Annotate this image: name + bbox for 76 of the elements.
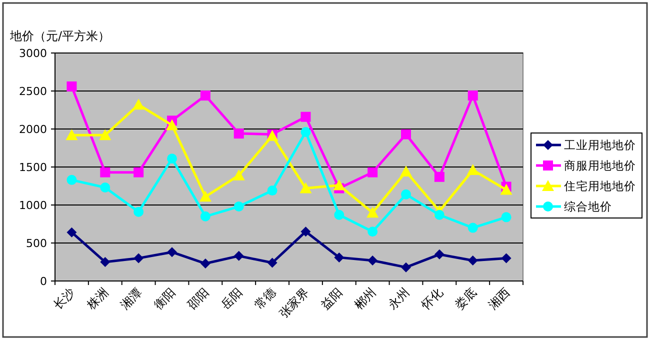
y-tick-label: 500 (26, 237, 47, 250)
x-tick-label: 常德 (252, 285, 278, 312)
point (401, 189, 411, 200)
point (66, 174, 77, 185)
point (199, 190, 212, 202)
point (466, 164, 479, 176)
x-tick-label: 张家界 (276, 285, 312, 321)
x-tick-label: 郴州 (352, 285, 379, 312)
point (200, 258, 210, 269)
point (366, 206, 379, 218)
point (232, 169, 245, 180)
x-tick-label: 怀化 (418, 285, 446, 313)
legend-label: 商服用地地价 (564, 158, 636, 172)
legend-label: 住宅用地地价 (563, 179, 636, 193)
point (134, 206, 144, 217)
point (99, 129, 112, 140)
point (167, 247, 177, 258)
x-tick-label: 邵阳 (184, 285, 212, 312)
point (500, 184, 512, 195)
point (234, 202, 244, 212)
point (300, 127, 311, 138)
point (100, 257, 110, 267)
point (501, 212, 512, 222)
point (434, 172, 444, 182)
point (234, 250, 244, 261)
y-axis-title: 地价（元/平方米） (9, 29, 110, 43)
y-tick-label: 2500 (19, 85, 47, 98)
y-tick-label: 1500 (19, 161, 47, 174)
point (334, 210, 344, 220)
point (132, 98, 145, 110)
x-tick-label: 益阳 (318, 285, 346, 312)
point (468, 255, 478, 266)
point (468, 222, 478, 233)
point (501, 253, 512, 264)
x-tick-label: 长沙 (50, 285, 78, 312)
point (300, 182, 312, 194)
point (267, 258, 278, 268)
point (300, 226, 311, 237)
point (134, 167, 144, 178)
point (100, 182, 110, 193)
x-tick-label: 株洲 (84, 285, 112, 313)
point (434, 249, 444, 260)
x-tick-label: 岳阳 (218, 285, 245, 312)
legend-label: 工业用地地价 (564, 138, 636, 152)
point (400, 166, 412, 177)
x-tick-label: 娄底 (452, 285, 479, 312)
point (66, 129, 78, 140)
point (368, 255, 378, 266)
x-tick-label: 湘潭 (118, 285, 145, 312)
point (334, 252, 344, 262)
point (368, 167, 378, 178)
point (200, 90, 210, 101)
point (167, 154, 177, 164)
y-tick-label: 3000 (19, 47, 47, 60)
point (300, 112, 311, 122)
x-tick-label: 湘西 (486, 285, 512, 312)
y-tick-label: 1000 (19, 199, 47, 212)
point (66, 227, 77, 238)
point (368, 226, 378, 237)
point (333, 179, 346, 190)
legend-label: 综合地价 (564, 200, 612, 214)
point (200, 211, 210, 222)
point (234, 128, 244, 139)
point (434, 210, 444, 220)
point (468, 90, 478, 101)
point (66, 81, 77, 92)
point (267, 186, 278, 196)
point (401, 129, 411, 140)
point (134, 253, 144, 264)
point (100, 167, 110, 178)
x-tick-label: 永州 (385, 285, 412, 312)
y-tick-label: 0 (40, 275, 47, 288)
y-tick-label: 2000 (19, 123, 47, 136)
x-tick-label: 衡阳 (151, 285, 178, 312)
point (401, 262, 411, 272)
point (166, 119, 178, 130)
